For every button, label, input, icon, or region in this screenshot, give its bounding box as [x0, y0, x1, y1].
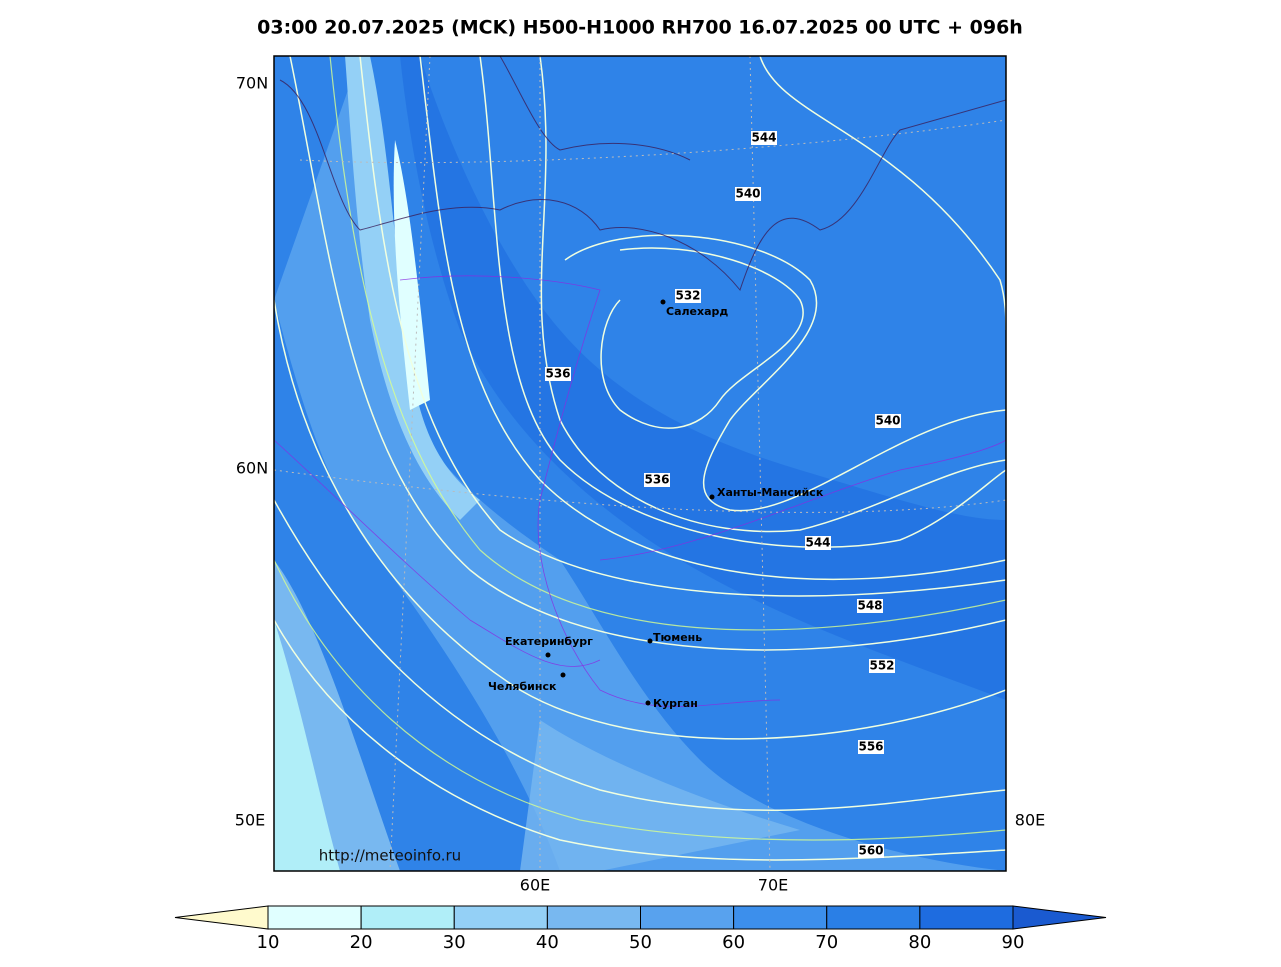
contour-label: 560: [858, 844, 883, 858]
city-dot: [645, 700, 651, 706]
colorbar-tick-label: 50: [629, 932, 652, 953]
colorbar-segment: [640, 905, 735, 930]
contour-label-bg: [857, 599, 883, 613]
colorbar-segment: [453, 905, 548, 930]
contour-label-bg: [869, 659, 895, 673]
contour-label: 536: [545, 367, 570, 381]
contour-label: 544: [751, 131, 776, 145]
contour-label-bg: [751, 131, 777, 145]
title: 03:00 20.07.2025 (MCK) H500-H1000 RH700 …: [257, 17, 1023, 39]
contour-label: 548: [857, 599, 882, 613]
city-label: Курган: [653, 697, 698, 710]
colorbar-tick-label: 10: [257, 932, 280, 953]
city-label: Екатеринбург: [505, 635, 593, 648]
city-label: Тюмень: [653, 631, 702, 644]
colorbar-segment: [826, 905, 921, 930]
contour-label-bg: [875, 414, 901, 428]
contour-label: 544: [805, 536, 830, 550]
lon-label: 60E: [520, 876, 550, 895]
contour-label: 536: [644, 473, 669, 487]
city-label: Ханты-Мансийск: [717, 486, 824, 499]
colorbar-tick-label: 80: [908, 932, 931, 953]
lon-label: 50E: [235, 811, 265, 830]
colorbar-tick-label: 20: [350, 932, 373, 953]
city-dot: [560, 672, 566, 678]
city-label: Салехард: [666, 305, 728, 318]
lat-label: 60N: [236, 459, 268, 478]
contour-label: 540: [875, 414, 900, 428]
contour-label: 540: [735, 187, 760, 201]
city-dot: [660, 299, 666, 305]
colorbar-segment: [546, 905, 641, 930]
colorbar-tick-label: 60: [722, 932, 745, 953]
contour-label: 556: [858, 740, 883, 754]
overlay: 544 540 532 536 540 536 544 548 552 556 560 Салехар…: [488, 131, 901, 858]
lon-label: 70E: [758, 876, 788, 895]
colorbar-segment: [919, 905, 1014, 930]
contour-label-bg: [735, 187, 761, 201]
colorbar-tick-label: 40: [536, 932, 559, 953]
city-dot: [647, 638, 653, 644]
city-label: Челябинск: [488, 680, 557, 693]
colorbar-segment: [267, 905, 362, 930]
contour-label: 532: [675, 289, 700, 303]
colorbar-tick-label: 70: [815, 932, 838, 953]
colorbar-tick-label: 90: [1002, 932, 1025, 953]
contour-label-bg: [675, 289, 701, 303]
contour-label-bg: [545, 367, 571, 381]
colorbar-segment: [360, 905, 455, 930]
colorbar-tick-label: 30: [443, 932, 466, 953]
colorbar-segment: [733, 905, 828, 930]
contour-label-bg: [858, 740, 884, 754]
colorbar-extend-low: [174, 905, 269, 930]
contour-label: 552: [869, 659, 894, 673]
contour-label-bg: [858, 844, 884, 858]
colorbar: 10 20 30 40 50 60 70 80 90: [174, 905, 1107, 953]
contour-label-bg: [644, 473, 670, 487]
city-dot: [709, 494, 715, 500]
map-frame: [273, 55, 1007, 872]
city-dot: [545, 652, 551, 658]
lat-label: 70N: [236, 74, 268, 93]
lon-label: 80E: [1015, 811, 1045, 830]
credit: http://meteoinfo.ru: [319, 847, 461, 865]
colorbar-extend-high: [1012, 905, 1107, 930]
map-field: [274, 56, 1006, 871]
contour-label-bg: [805, 536, 831, 550]
